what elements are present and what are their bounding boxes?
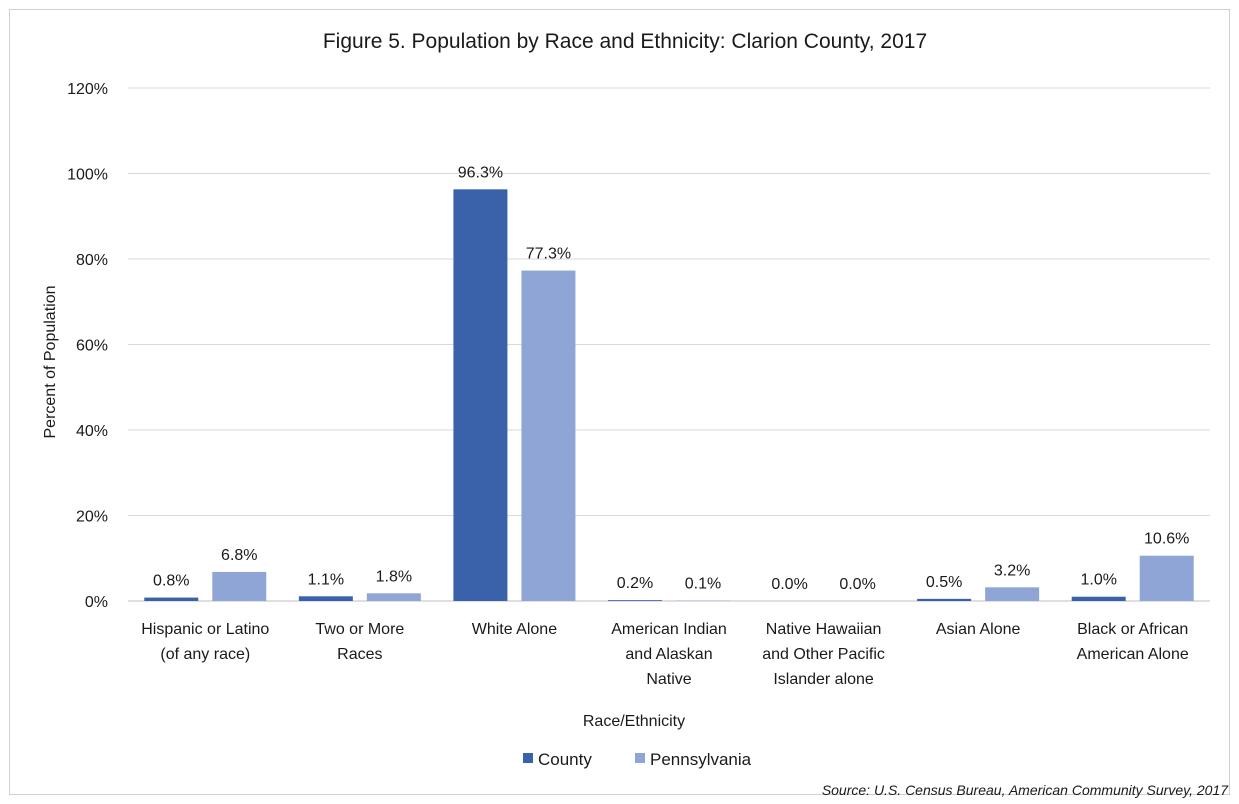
data-label: 6.8% <box>221 547 257 564</box>
bar-county <box>298 596 353 601</box>
data-label: 0.0% <box>839 576 875 593</box>
bar-pennsylvania <box>212 571 267 601</box>
data-label: 0.8% <box>153 573 189 590</box>
data-label: 1.0% <box>1080 572 1116 589</box>
data-label: 1.1% <box>308 571 344 588</box>
chart-title: Figure 5. Population by Race and Ethnici… <box>323 30 927 53</box>
data-label: 77.3% <box>526 246 571 263</box>
category-label: American Indian and Alaskan Native <box>611 621 727 688</box>
legend-swatch-pennsylvania <box>635 753 645 763</box>
legend: County Pennsylvania <box>523 750 752 769</box>
data-label: 3.2% <box>994 562 1030 579</box>
data-label: 0.2% <box>617 575 653 592</box>
source-note: Source: U.S. Census Bureau, American Com… <box>822 782 1229 798</box>
legend-label: County <box>538 750 592 769</box>
y-tick-label: 0% <box>85 594 108 611</box>
y-tick-label: 40% <box>76 423 108 440</box>
bar-county <box>917 598 972 601</box>
bar-county <box>144 597 199 601</box>
bar-pennsylvania <box>985 587 1040 601</box>
data-labels: 0.8% 6.8% 1.1% 1.8% 96.3% 77.3% 0.2% 0.1% 0.0% 0.… <box>153 164 1189 593</box>
bar-county <box>1071 596 1126 601</box>
bar-pennsylvania <box>521 270 576 601</box>
x-axis-categories: Hispanic or Latino (of any race) Two or Mo… <box>141 621 1189 688</box>
bars <box>144 189 1194 601</box>
bar-county <box>453 189 508 601</box>
y-tick-label: 100% <box>67 167 108 184</box>
data-label: 1.8% <box>376 568 412 585</box>
data-label: 10.6% <box>1144 531 1189 548</box>
category-label: Asian Alone <box>936 621 1021 638</box>
y-tick-label: 120% <box>67 81 108 98</box>
data-label: 96.3% <box>458 164 503 181</box>
category-label: Native Hawaiian and Other Pacific Islander… <box>762 621 885 688</box>
y-tick-label: 80% <box>76 252 108 269</box>
category-label: Black or African American Alone <box>1077 621 1189 663</box>
y-tick-label: 20% <box>76 509 108 526</box>
data-label: 0.1% <box>685 576 721 593</box>
legend-swatch-county <box>523 753 533 763</box>
x-axis-title: Race/Ethnicity <box>583 713 685 730</box>
chart-frame <box>9 9 1230 795</box>
data-label: 0.0% <box>771 576 807 593</box>
y-tick-label: 60% <box>76 338 108 355</box>
category-label: White Alone <box>472 621 557 638</box>
y-axis-ticks: 0% 20% 40% 60% 80% 100% 120% <box>67 81 108 611</box>
bar-pennsylvania <box>366 593 421 601</box>
y-axis-title: Percent of Population <box>42 286 59 439</box>
bar-pennsylvania <box>1139 555 1194 601</box>
category-label: Two or More Races <box>315 621 404 663</box>
data-label: 0.5% <box>926 574 962 591</box>
category-label: Hispanic or Latino (of any race) <box>141 621 269 663</box>
bar-county <box>608 600 662 601</box>
legend-label: Pennsylvania <box>650 750 752 769</box>
gridlines <box>128 87 1210 602</box>
